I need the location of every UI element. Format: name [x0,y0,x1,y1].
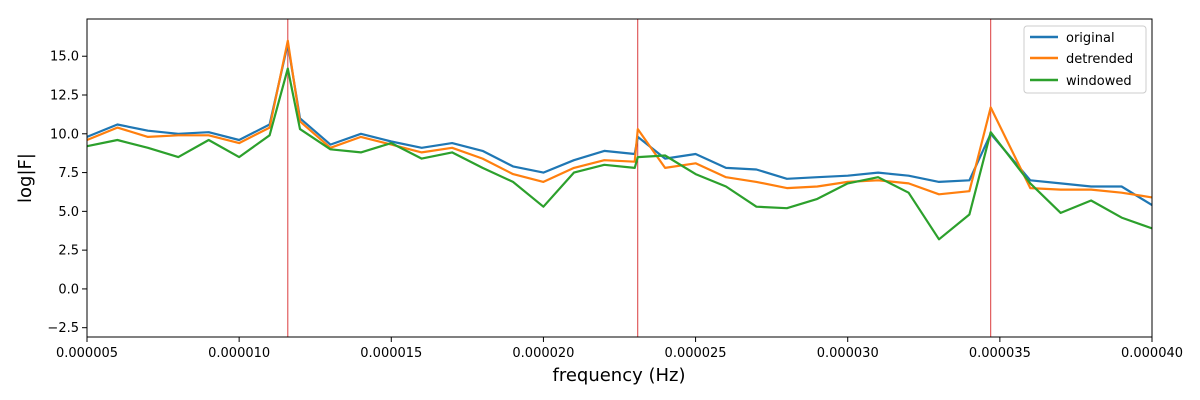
y-tick-label: 2.5 [58,244,79,259]
y-axis-label: log|F| [15,153,36,203]
series-line-detrended [86,39,1153,199]
y-tick-label: −2.5 [47,321,79,336]
y-tick-label: 5.0 [58,205,79,220]
y-tick-label: 10.0 [50,127,79,142]
x-axis-ticks: 0.000005 0.000010 0.000015 0.000020 0.000025… [56,337,1183,361]
y-tick-label: 12.5 [50,89,79,104]
y-tick-label: 7.5 [58,166,79,181]
x-tick-label: 0.000020 [512,346,574,361]
x-tick-label: 0.000040 [1121,346,1183,361]
x-tick-label: 0.000005 [56,346,118,361]
x-tick-label: 0.000015 [360,346,422,361]
legend-box [1023,25,1147,94]
x-tick-label: 0.000035 [969,346,1031,361]
x-tick-label: 0.000010 [208,346,270,361]
legend-label-original: original [1066,31,1115,46]
y-tick-label: 0.0 [58,282,79,297]
legend-label-windowed: windowed [1066,74,1132,89]
plot-frame [86,18,1153,338]
series-line-windowed [86,67,1153,241]
legend-label-detrended: detrended [1066,52,1133,67]
x-tick-label: 0.000030 [817,346,879,361]
y-axis-ticks: −2.5 0.0 2.5 5.0 7.5 10.0 12.5 15.0 [47,50,87,336]
x-tick-label: 0.000025 [665,346,727,361]
y-tick-label: 15.0 [50,50,79,65]
legend: original detrended windowed [1023,25,1147,94]
x-axis-label: frequency (Hz) [552,365,685,386]
series-lines [86,39,1153,241]
